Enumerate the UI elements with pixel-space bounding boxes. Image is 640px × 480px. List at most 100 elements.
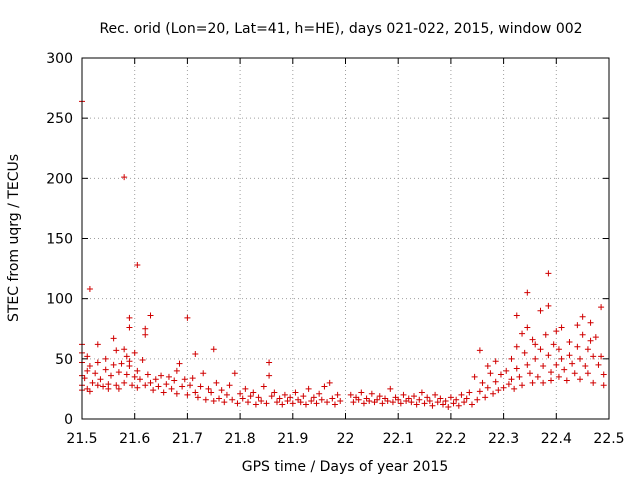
data-point	[558, 324, 565, 331]
data-point	[366, 397, 373, 404]
data-point	[255, 394, 262, 401]
data-point	[273, 399, 280, 406]
data-point	[513, 312, 520, 319]
data-point	[463, 395, 470, 402]
data-point	[115, 385, 122, 392]
data-point	[297, 399, 304, 406]
data-point	[487, 370, 494, 377]
data-point	[426, 397, 433, 404]
data-point	[126, 363, 133, 370]
data-point	[252, 401, 259, 408]
data-point	[395, 396, 402, 403]
data-point	[165, 373, 172, 380]
data-point	[205, 385, 212, 392]
data-point	[529, 336, 536, 343]
data-point	[600, 371, 607, 378]
data-point	[110, 361, 117, 368]
data-point	[437, 395, 444, 402]
data-point	[184, 314, 191, 321]
data-point	[550, 341, 557, 348]
data-point	[223, 391, 230, 398]
data-point	[360, 400, 367, 407]
axes: 21.5 21.6 21.7 21.8 21.9 22 22.1 22.2 22.3 22.4 22…	[46, 51, 624, 447]
data-point	[126, 314, 133, 321]
data-point	[553, 328, 560, 335]
data-point	[537, 307, 544, 314]
data-point	[474, 396, 481, 403]
data-point	[97, 376, 104, 383]
data-point	[179, 383, 186, 390]
plot-frame	[81, 57, 610, 420]
data-point	[442, 397, 449, 404]
data-point	[513, 343, 520, 350]
data-point	[266, 359, 273, 366]
data-point	[408, 399, 415, 406]
data-point	[121, 346, 128, 353]
data-point	[524, 324, 531, 331]
data-point	[526, 370, 533, 377]
data-point	[271, 389, 278, 396]
data-point	[479, 379, 486, 386]
data-point	[563, 377, 570, 384]
data-point	[521, 349, 528, 356]
data-point	[184, 391, 191, 398]
data-point	[379, 400, 386, 407]
data-point	[413, 401, 420, 408]
data-point	[276, 395, 283, 402]
data-point	[92, 370, 99, 377]
data-point	[331, 401, 338, 408]
data-point	[134, 367, 141, 374]
data-point	[598, 304, 605, 311]
x-tick-label: 22.5	[593, 431, 624, 447]
data-point	[566, 352, 573, 359]
x-tick-label: 22.3	[488, 431, 519, 447]
data-point	[263, 400, 270, 407]
data-point	[558, 355, 565, 362]
data-point	[587, 337, 594, 344]
data-point	[171, 377, 178, 384]
data-point	[548, 377, 555, 384]
data-point	[584, 346, 591, 353]
data-point	[305, 385, 312, 392]
data-point	[300, 393, 307, 400]
data-point	[192, 351, 199, 358]
data-point	[129, 382, 136, 389]
data-point	[200, 370, 207, 377]
x-tick-label: 22.2	[435, 431, 466, 447]
data-point	[453, 396, 460, 403]
data-point	[81, 375, 88, 382]
data-point	[260, 383, 267, 390]
data-point	[84, 353, 91, 360]
data-point	[584, 370, 591, 377]
data-point	[421, 400, 428, 407]
data-point	[245, 399, 252, 406]
data-point	[192, 389, 199, 396]
data-point	[284, 397, 291, 404]
data-point	[144, 371, 151, 378]
data-point	[155, 383, 162, 390]
data-point	[540, 379, 547, 386]
data-point	[387, 385, 394, 392]
data-point	[102, 355, 109, 362]
data-point	[105, 385, 112, 392]
data-point	[123, 371, 130, 378]
data-point	[131, 349, 138, 356]
data-point	[113, 347, 120, 354]
data-point	[136, 376, 143, 383]
data-point	[158, 372, 165, 379]
data-point	[94, 359, 101, 366]
data-point	[532, 341, 539, 348]
data-point	[197, 383, 204, 390]
data-point	[505, 381, 512, 388]
data-point	[142, 325, 149, 332]
y-tick-label: 150	[46, 232, 73, 248]
data-point	[582, 363, 589, 370]
data-point	[495, 387, 502, 394]
data-point	[121, 174, 128, 181]
data-point	[532, 355, 539, 362]
data-point	[287, 394, 294, 401]
data-point	[226, 382, 233, 389]
data-point	[350, 399, 357, 406]
data-point	[545, 302, 552, 309]
